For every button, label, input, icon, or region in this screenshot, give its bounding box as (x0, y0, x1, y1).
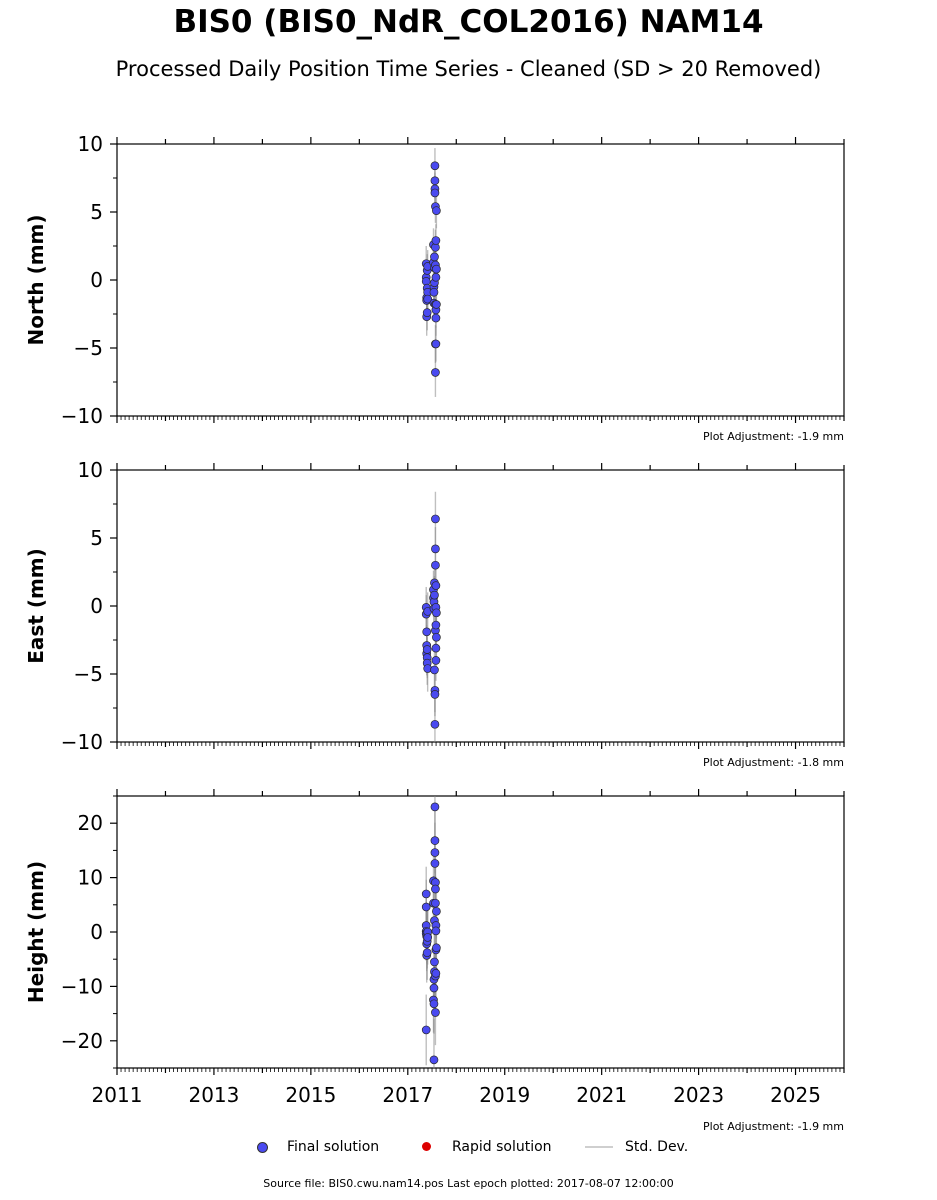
data-point (429, 287, 439, 297)
data-point (430, 252, 439, 262)
legend-rapid-label: Rapid solution (452, 1139, 552, 1155)
data-point (430, 719, 440, 729)
data-point (430, 590, 439, 600)
legend-rapid-marker (422, 1142, 431, 1151)
legend-final-label: Final solution (287, 1139, 380, 1155)
y-tick-label: −20 (61, 1029, 103, 1053)
y-tick-label: −10 (61, 404, 103, 428)
x-tick-label: 2021 (576, 1083, 627, 1107)
plot-adjustment-note: Plot Adjustment: -1.9 mm (703, 1120, 844, 1133)
axes-frame-1 (116, 469, 845, 743)
data-layer-0 (421, 148, 441, 397)
legend-std-line (585, 1146, 613, 1148)
y-axis-label: North (mm) (24, 214, 48, 345)
data-point (431, 560, 440, 570)
data-point (431, 581, 441, 590)
data-point (423, 294, 433, 304)
data-point (422, 308, 432, 317)
data-point (429, 999, 439, 1009)
x-tick-label: 2013 (188, 1083, 239, 1107)
data-point (430, 665, 439, 675)
data-point (432, 264, 441, 274)
data-point (423, 933, 433, 942)
data-layer-2 (421, 796, 441, 1068)
data-point (429, 1055, 439, 1065)
legend-std-label: Std. Dev. (625, 1139, 689, 1155)
legend-final-marker (257, 1142, 268, 1153)
legend: Final solution Rapid solution Std. Dev. (0, 1137, 937, 1159)
data-point (432, 906, 441, 916)
data-point (432, 300, 441, 309)
data-point (422, 948, 432, 958)
y-tick-label: 0 (90, 594, 103, 618)
y-tick-label: 5 (90, 526, 103, 550)
x-tick-label: 2023 (673, 1083, 724, 1107)
data-point (431, 926, 441, 936)
data-point (430, 188, 440, 198)
y-tick-label: −10 (61, 730, 103, 754)
data-point (421, 889, 431, 899)
data-point (431, 339, 441, 349)
x-tick-label: 2019 (479, 1083, 530, 1107)
data-point (430, 802, 440, 812)
data-point (431, 643, 441, 653)
data-point (432, 632, 441, 642)
axes-frame-0 (116, 143, 845, 417)
y-tick-label: 10 (78, 458, 103, 482)
data-point (431, 884, 440, 894)
data-point (431, 898, 440, 908)
plot-adjustment-note: Plot Adjustment: -1.9 mm (703, 430, 844, 443)
data-point (431, 313, 441, 323)
plot-adjustment-note: Plot Adjustment: -1.8 mm (703, 756, 844, 769)
y-tick-label: 5 (90, 200, 103, 224)
data-point (431, 968, 441, 978)
data-point (430, 176, 440, 186)
axes-frame-2 (116, 795, 845, 1069)
data-point (421, 902, 431, 912)
y-axis-label: East (mm) (24, 548, 48, 664)
y-tick-label: 10 (78, 866, 103, 890)
data-point (421, 1025, 431, 1035)
x-tick-label: 2025 (770, 1083, 821, 1107)
y-tick-label: 0 (90, 920, 103, 944)
data-point (431, 656, 441, 665)
data-layer-1 (421, 491, 441, 742)
data-point (430, 859, 440, 868)
data-point (431, 620, 441, 630)
x-tick-label: 2017 (382, 1083, 433, 1107)
data-point (430, 690, 440, 699)
y-tick-label: 20 (78, 811, 103, 835)
data-point (430, 836, 440, 845)
data-point (431, 368, 440, 377)
data-point (432, 206, 441, 215)
data-point (431, 514, 440, 524)
y-tick-label: −5 (74, 662, 103, 686)
chart-title: BIS0 (BIS0_NdR_COL2016) NAM14 (173, 4, 764, 40)
data-point (431, 544, 440, 554)
data-point (432, 943, 441, 953)
y-axis-label: Height (mm) (24, 861, 48, 1003)
x-tick-label: 2011 (92, 1083, 143, 1107)
data-point (431, 1008, 440, 1017)
data-point (422, 627, 432, 637)
data-point (432, 608, 441, 618)
y-tick-label: −10 (61, 974, 103, 998)
chart-subtitle: Processed Daily Position Time Series - C… (115, 57, 822, 81)
y-tick-label: 10 (78, 132, 103, 156)
data-point (422, 645, 432, 654)
data-point (430, 957, 439, 967)
data-point (430, 161, 440, 171)
data-point (430, 848, 440, 857)
source-footer: Source file: BIS0.cwu.nam14.pos Last epo… (263, 1177, 674, 1190)
y-tick-label: 0 (90, 268, 103, 292)
data-point (431, 236, 441, 245)
y-tick-label: −5 (74, 336, 103, 360)
data-point (431, 272, 441, 282)
x-tick-label: 2015 (285, 1083, 336, 1107)
data-point (429, 983, 439, 993)
